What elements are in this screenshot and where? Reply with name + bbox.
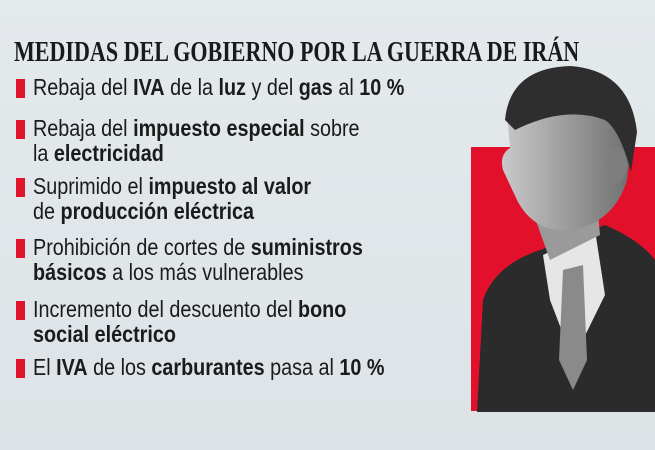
bold-segment: social eléctrico	[33, 321, 176, 347]
measure-line: básicos a los más vulnerables	[33, 260, 363, 285]
measure-text: Prohibición de cortes de suministros bási…	[33, 235, 363, 285]
red-bullet-icon	[16, 301, 25, 320]
red-bullet-icon	[16, 359, 25, 378]
bold-segment: luz	[218, 74, 246, 100]
text-segment: Incremento del descuento del	[33, 296, 299, 322]
text-segment: Prohibición de cortes de	[33, 234, 251, 260]
bold-segment: IVA	[133, 74, 165, 100]
bold-segment: gas	[298, 74, 333, 100]
text-segment: de la	[164, 74, 219, 100]
measure-line: Incremento del descuento del bono	[33, 297, 346, 322]
text-segment: pasa al	[264, 354, 340, 380]
measure-text: Incremento del descuento del bono social …	[33, 297, 346, 347]
text-segment: la	[33, 140, 54, 166]
text-segment: Rebaja del	[33, 115, 134, 141]
bold-segment: básicos	[33, 259, 107, 285]
text-segment: de	[33, 198, 61, 224]
measure-text: Rebaja del impuesto especial sobre la ele…	[33, 116, 360, 166]
measure-text: Suprimido el impuesto al valor de producc…	[33, 174, 311, 224]
measure-line: la electricidad	[33, 141, 360, 166]
text-segment: al	[332, 74, 360, 100]
bold-segment: electricidad	[53, 140, 164, 166]
measure-line: social eléctrico	[33, 322, 346, 347]
bold-segment: 10 %	[339, 354, 385, 380]
text-segment: El	[33, 354, 57, 380]
text-segment: sobre	[304, 115, 360, 141]
bold-segment: bono	[298, 296, 347, 322]
portrait-photo-icon	[477, 66, 655, 412]
measure-line: El IVA de los carburantes pasa al 10 %	[33, 355, 384, 380]
red-bullet-icon	[16, 239, 25, 258]
text-segment: Suprimido el	[33, 173, 149, 199]
bold-segment: carburantes	[151, 354, 265, 380]
bold-segment: impuesto especial	[133, 115, 305, 141]
measure-line: Rebaja del IVA de la luz y del gas al 10…	[33, 75, 404, 100]
text-segment: y del	[245, 74, 299, 100]
measure-text: El IVA de los carburantes pasa al 10 %	[33, 355, 384, 380]
measure-line: de producción eléctrica	[33, 199, 311, 224]
bold-segment: 10 %	[359, 74, 405, 100]
text-segment: a los más vulnerables	[106, 259, 304, 285]
measure-line: Prohibición de cortes de suministros	[33, 235, 363, 260]
text-segment: de los	[87, 354, 152, 380]
measure-line: Rebaja del impuesto especial sobre	[33, 116, 360, 141]
bold-segment: impuesto al valor	[148, 173, 312, 199]
measure-text: Rebaja del IVA de la luz y del gas al 10…	[33, 75, 404, 100]
text-segment: Rebaja del	[33, 74, 134, 100]
measure-line: Suprimido el impuesto al valor	[33, 174, 311, 199]
bold-segment: suministros	[250, 234, 363, 260]
headline-title: MEDIDAS DEL GOBIERNO POR LA GUERRA DE IR…	[14, 36, 580, 68]
bold-segment: producción eléctrica	[60, 198, 254, 224]
red-bullet-icon	[16, 178, 25, 197]
bold-segment: IVA	[56, 354, 88, 380]
red-bullet-icon	[16, 120, 25, 139]
red-bullet-icon	[16, 79, 25, 98]
